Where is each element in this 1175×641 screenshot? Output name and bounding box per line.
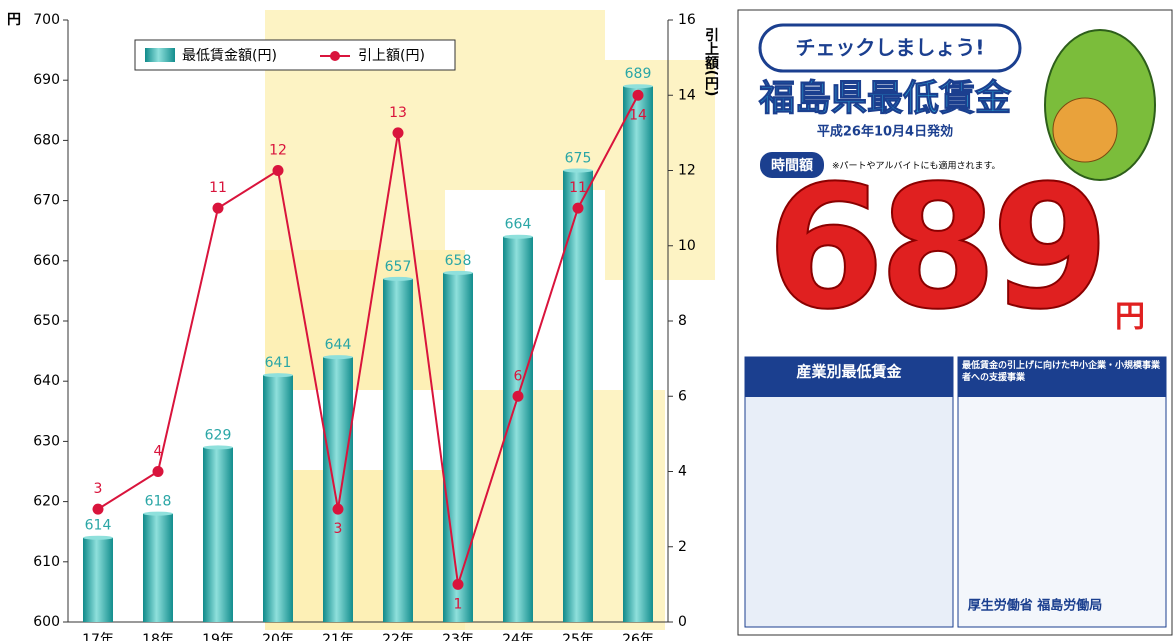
bar xyxy=(443,273,473,622)
bar-value-label: 644 xyxy=(325,337,352,353)
y-tick-label: 650 xyxy=(33,313,60,329)
y2-tick-label: 6 xyxy=(678,388,687,404)
bar xyxy=(263,375,293,622)
x-tick-label: 20年 xyxy=(262,632,294,641)
line-value-label: 13 xyxy=(389,105,407,121)
x-tick-label: 19年 xyxy=(202,632,234,641)
bar xyxy=(623,86,653,622)
x-tick-label: 18年 xyxy=(142,632,174,641)
line-point xyxy=(153,466,164,477)
bar-value-label: 614 xyxy=(85,518,112,534)
page: 600610620630640650660670680690700円024681… xyxy=(0,0,1175,641)
bar-cap xyxy=(503,235,533,239)
bar xyxy=(323,357,353,622)
x-tick-label: 21年 xyxy=(322,632,354,641)
line-value-label: 1 xyxy=(454,596,463,612)
line-point xyxy=(333,504,344,515)
bar-value-label: 629 xyxy=(205,427,232,443)
poster-unit: 円 xyxy=(1115,300,1145,335)
legend-label: 最低賃金額(円) xyxy=(182,48,277,64)
y-tick-label: 660 xyxy=(33,253,60,269)
bar-cap xyxy=(203,445,233,449)
y-tick-label: 700 xyxy=(33,12,60,28)
support-box xyxy=(958,357,1166,627)
y-tick-label: 610 xyxy=(33,554,60,570)
support-title: 最低賃金の引上げに向けた中小企業・小規模事業者への支援事業 xyxy=(962,360,1162,384)
legend-swatch xyxy=(145,48,175,62)
bar xyxy=(143,514,173,622)
bar-cap xyxy=(143,512,173,516)
line-value-label: 12 xyxy=(269,143,287,159)
line-point xyxy=(513,391,524,402)
bar-value-label: 664 xyxy=(505,217,532,233)
line-value-label: 3 xyxy=(94,481,103,497)
legend: 最低賃金額(円) 引上額(円) xyxy=(135,40,455,70)
x-tick-label: 17年 xyxy=(82,632,114,641)
y-tick-label: 680 xyxy=(33,132,60,148)
x-tick-label: 24年 xyxy=(502,632,534,641)
y2-tick-label: 2 xyxy=(678,539,687,555)
bar-cap xyxy=(443,271,473,275)
bar xyxy=(383,279,413,622)
bar-cap xyxy=(563,169,593,173)
bar-value-label: 657 xyxy=(385,259,412,275)
y-tick-label: 690 xyxy=(33,72,60,88)
industry-box xyxy=(745,357,953,627)
bar-cap xyxy=(83,536,113,540)
poster-title: 福島県最低賃金 xyxy=(758,77,1012,119)
poster-date: 平成26年10月4日発効 xyxy=(817,124,953,140)
y-tick-label: 640 xyxy=(33,373,60,389)
bar-value-label: 689 xyxy=(625,66,652,82)
line-value-label: 4 xyxy=(154,444,163,460)
bar-value-label: 658 xyxy=(445,253,472,269)
line-value-label: 3 xyxy=(334,521,343,537)
y-tick-label: 600 xyxy=(33,614,60,630)
legend-label: 引上額(円) xyxy=(358,48,425,64)
line-point xyxy=(393,127,404,138)
line-value-label: 14 xyxy=(629,107,647,123)
y2-tick-label: 10 xyxy=(678,238,696,254)
x-tick-label: 23年 xyxy=(442,632,474,641)
x-tick-label: 25年 xyxy=(562,632,594,641)
bar-value-label: 641 xyxy=(265,355,292,371)
line-value-label: 11 xyxy=(209,180,227,196)
bar xyxy=(83,538,113,622)
bar-cap xyxy=(623,84,653,88)
y-tick-label: 620 xyxy=(33,494,60,510)
y2-tick-label: 0 xyxy=(678,614,687,630)
y-tick-label: 630 xyxy=(33,433,60,449)
line-point xyxy=(213,203,224,214)
y2-tick-label: 12 xyxy=(678,163,696,179)
y-axis-label: 円 xyxy=(7,12,21,28)
support-title-wrap: 最低賃金の引上げに向けた中小企業・小規模事業者への支援事業 xyxy=(962,360,1162,396)
y2-tick-label: 16 xyxy=(678,12,696,28)
poster: チェックしましょう! 福島県最低賃金 平成26年10月4日発効 時間額 ※パート… xyxy=(738,10,1172,635)
y2-tick-label: 4 xyxy=(678,464,687,480)
bar-cap xyxy=(323,355,353,359)
line-point xyxy=(573,203,584,214)
x-tick-label: 22年 xyxy=(382,632,414,641)
bar-cap xyxy=(263,373,293,377)
line-point xyxy=(273,165,284,176)
bar-value-label: 618 xyxy=(145,494,172,510)
line-value-label: 6 xyxy=(514,368,523,384)
line-point xyxy=(453,579,464,590)
callout: チェックしましょう! xyxy=(795,36,984,60)
poster-footer: 厚生労働省 福島労働局 xyxy=(968,598,1103,614)
industry-title: 産業別最低賃金 xyxy=(796,363,902,381)
line-point xyxy=(633,90,644,101)
y2-tick-label: 8 xyxy=(678,313,687,329)
y2-axis-label: 引上額(円) xyxy=(703,28,720,97)
bar-cap xyxy=(383,277,413,281)
x-tick-label: 26年 xyxy=(622,632,654,641)
legend-swatch xyxy=(330,51,340,61)
poster-amount: 689 xyxy=(767,149,1104,347)
bar xyxy=(203,447,233,622)
bar-value-label: 675 xyxy=(565,151,592,167)
y2-tick-label: 14 xyxy=(678,87,696,103)
line-point xyxy=(93,504,104,515)
line-value-label: 11 xyxy=(569,180,587,196)
y-tick-label: 670 xyxy=(33,193,60,209)
